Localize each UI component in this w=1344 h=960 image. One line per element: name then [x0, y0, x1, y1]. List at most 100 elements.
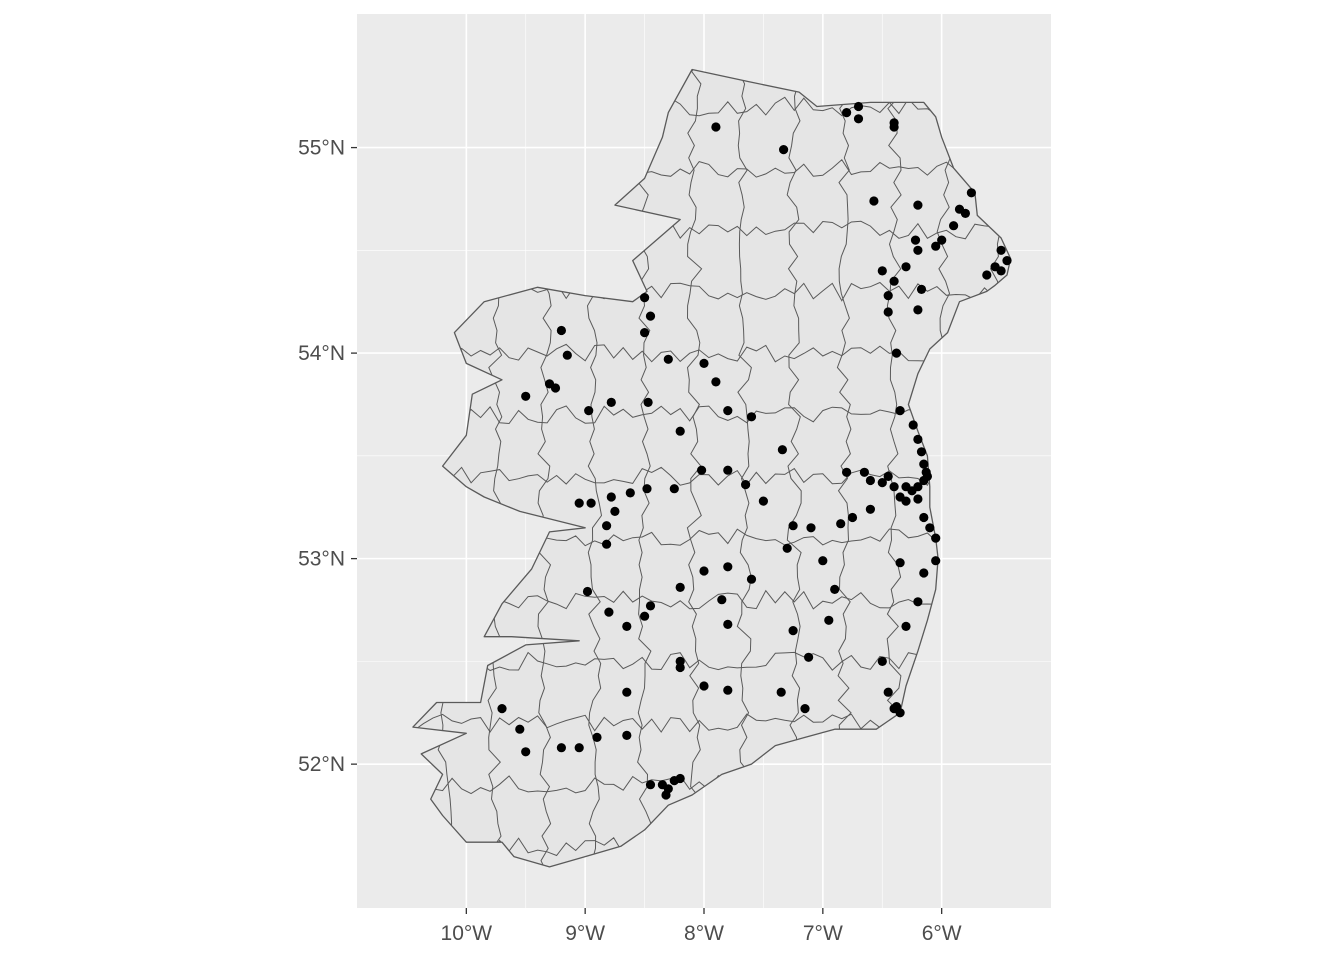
data-point: [908, 420, 918, 430]
data-point: [606, 397, 616, 407]
data-point: [916, 284, 927, 294]
x-tick-label: 10°W: [441, 922, 493, 945]
data-point: [746, 412, 757, 422]
data-point: [675, 662, 685, 673]
data-point: [574, 498, 584, 508]
data-point: [521, 391, 531, 401]
data-point: [582, 586, 593, 597]
data-point: [675, 426, 685, 436]
data-point: [604, 607, 614, 617]
data-point: [842, 467, 852, 477]
data-point: [919, 568, 929, 578]
data-point: [521, 747, 531, 757]
data-point: [586, 498, 596, 508]
data-point: [883, 291, 893, 301]
data-point: [931, 241, 941, 251]
data-point: [669, 484, 679, 494]
data-point: [515, 724, 525, 734]
data-point: [901, 482, 911, 492]
data-point: [556, 743, 567, 753]
data-point: [913, 597, 923, 607]
data-point: [865, 475, 876, 486]
x-tick-label: 8°W: [684, 922, 724, 945]
data-point: [675, 773, 685, 784]
y-tick-label: 54°N: [298, 342, 345, 365]
point-layer: [497, 101, 1012, 800]
y-tick-label: 52°N: [298, 753, 345, 776]
data-point: [877, 656, 887, 667]
data-point: [883, 307, 893, 317]
data-point: [606, 492, 616, 502]
data-point: [574, 743, 584, 753]
y-tick-label: 55°N: [298, 137, 345, 160]
data-point: [711, 377, 721, 387]
data-point: [602, 521, 612, 531]
data-point: [910, 235, 921, 245]
data-point: [717, 595, 727, 605]
data-point: [836, 519, 846, 529]
data-point: [788, 521, 798, 531]
data-point: [913, 305, 923, 315]
data-point: [723, 406, 733, 416]
data-point: [758, 496, 769, 506]
data-point: [916, 447, 927, 457]
x-axis: 10°W 9°W 8°W 7°W 6°W: [441, 908, 962, 945]
data-point: [901, 621, 911, 632]
data-point: [859, 467, 870, 477]
data-point: [889, 482, 899, 492]
data-point: [895, 558, 905, 568]
data-point: [777, 445, 788, 455]
data-point: [723, 685, 733, 695]
data-point: [663, 354, 673, 364]
data-point: [625, 488, 635, 498]
data-point: [723, 465, 733, 475]
data-point: [550, 383, 561, 393]
data-point: [818, 556, 828, 566]
data-point: [642, 484, 652, 494]
data-point: [891, 348, 902, 358]
data-point: [622, 621, 632, 632]
data-point: [913, 200, 923, 210]
county-boundary: [412, 343, 1011, 363]
data-point: [782, 543, 792, 553]
data-point: [895, 708, 905, 718]
data-point: [913, 434, 923, 444]
data-point: [661, 790, 671, 800]
county-boundary: [412, 466, 1011, 487]
data-point: [877, 478, 887, 488]
data-point: [966, 188, 977, 198]
x-tick-label: 7°W: [803, 922, 843, 945]
data-point: [901, 262, 911, 272]
data-point: [865, 504, 876, 514]
data-point: [889, 122, 899, 132]
data-point: [645, 311, 656, 321]
data-point: [895, 406, 905, 416]
data-point: [779, 145, 789, 155]
data-point: [824, 615, 834, 625]
data-point: [919, 459, 929, 469]
x-tick-label: 9°W: [565, 922, 605, 945]
data-point: [562, 350, 572, 360]
data-point: [990, 262, 1000, 272]
data-point: [982, 270, 992, 280]
data-point: [622, 730, 632, 741]
data-point: [847, 512, 858, 523]
data-point: [925, 523, 935, 533]
data-point: [842, 108, 852, 118]
data-point: [913, 245, 923, 255]
county-boundary: [636, 69, 652, 867]
data-point: [711, 122, 721, 132]
data-point: [699, 566, 709, 576]
data-point: [622, 687, 632, 697]
data-point: [746, 574, 757, 584]
data-point: [877, 266, 887, 276]
data-point: [919, 512, 929, 523]
data-point: [996, 245, 1006, 255]
data-point: [800, 704, 810, 714]
data-point: [645, 780, 656, 790]
data-point: [883, 687, 893, 697]
data-point: [853, 114, 864, 124]
data-point: [645, 601, 656, 611]
data-point: [640, 328, 650, 338]
